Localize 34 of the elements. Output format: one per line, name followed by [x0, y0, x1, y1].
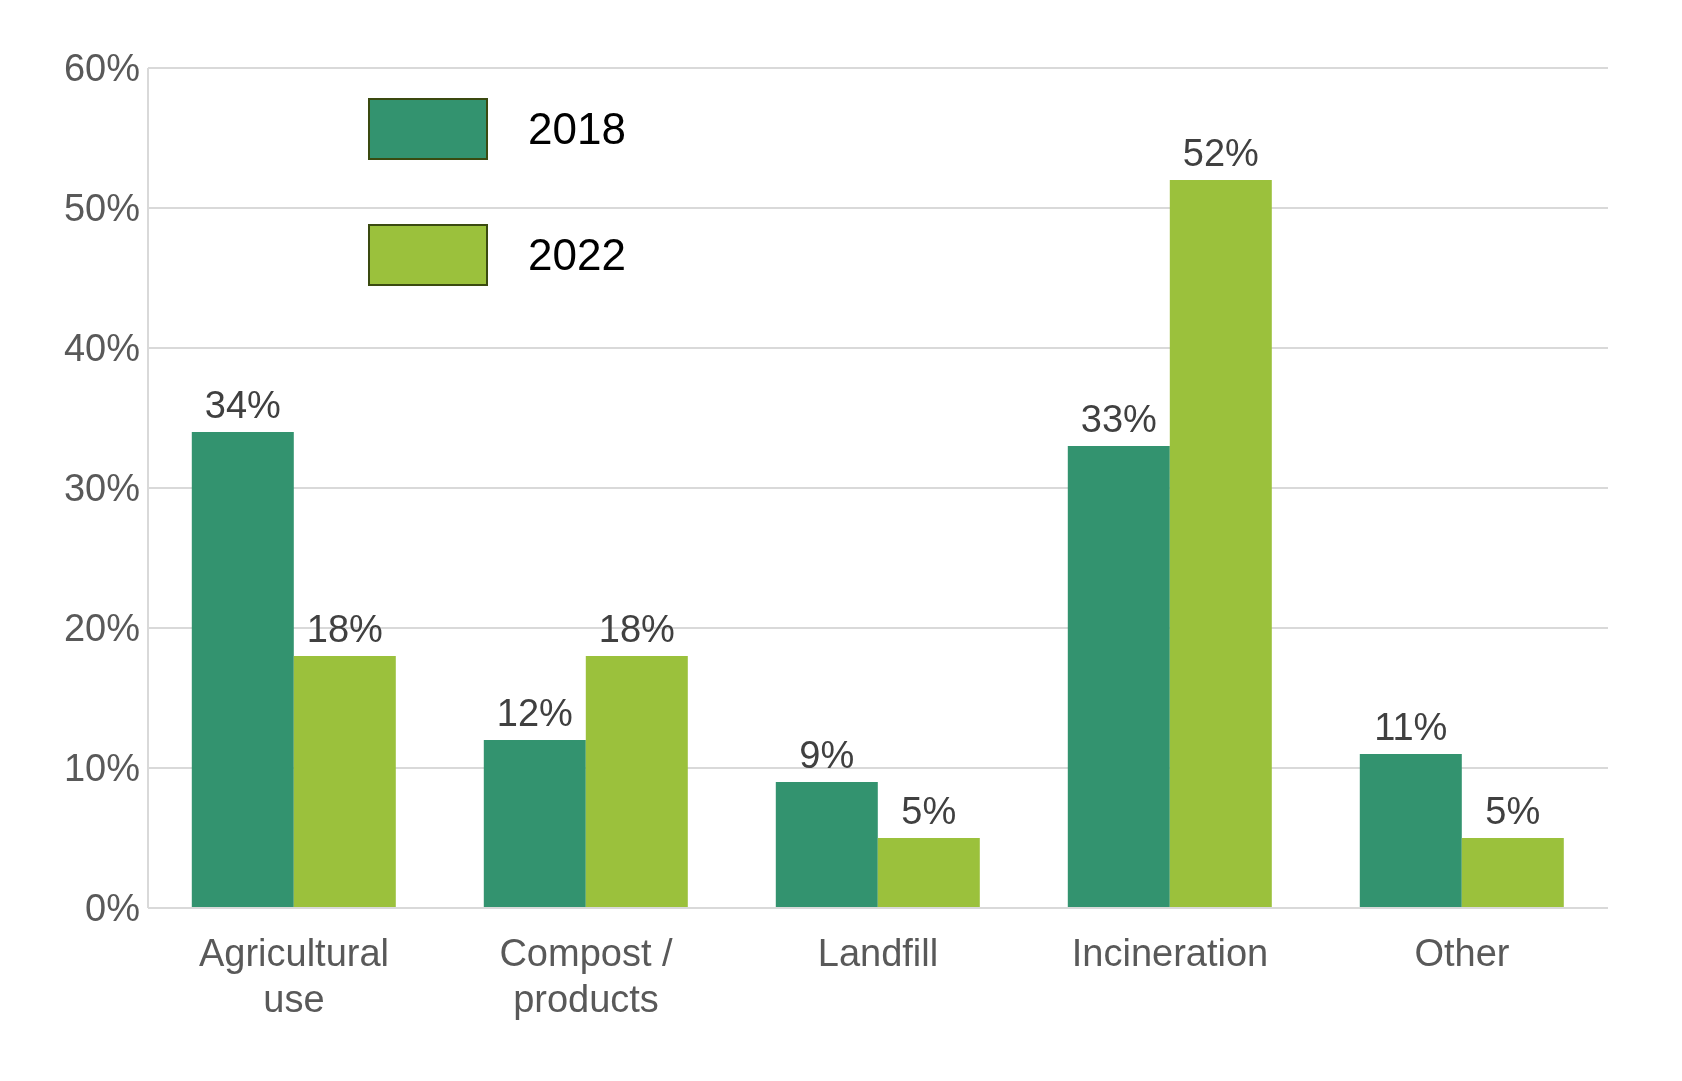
data-label: 11% [1374, 706, 1448, 748]
bar [585, 656, 688, 908]
data-label: 9% [799, 734, 855, 776]
legend-label: 2018 [528, 104, 626, 154]
y-tick-label: 10% [63, 747, 140, 790]
y-tick-label: 20% [63, 607, 140, 650]
y-tick-label: 0% [85, 887, 140, 930]
y-tick-label: 40% [63, 327, 140, 370]
data-label: 5% [901, 790, 957, 832]
y-tick-label: 60% [63, 47, 140, 90]
data-label: 34% [204, 384, 281, 426]
x-tick-label: Landfill [817, 932, 939, 974]
bar [1461, 838, 1564, 908]
bar [191, 432, 294, 908]
data-label: 52% [1182, 132, 1259, 174]
x-tick-label: Compost / products [499, 932, 674, 1020]
bar [293, 656, 396, 908]
bar [1359, 754, 1462, 908]
data-label: 5% [1485, 790, 1541, 832]
y-tick-label: 50% [63, 187, 140, 230]
x-tick-label: Agricultural use [198, 932, 390, 1020]
bar [1169, 180, 1272, 908]
data-label: 33% [1080, 398, 1157, 440]
bar [1067, 446, 1170, 908]
x-tick-label: Other [1414, 932, 1510, 974]
data-label: 18% [598, 608, 675, 650]
bar [775, 782, 878, 908]
data-label: 18% [306, 608, 383, 650]
x-tick-label: Incineration [1071, 932, 1269, 974]
data-label: 12% [496, 692, 573, 734]
bar [877, 838, 980, 908]
y-tick-label: 30% [63, 467, 140, 510]
legend-label: 2022 [528, 230, 626, 280]
bar [483, 740, 586, 908]
